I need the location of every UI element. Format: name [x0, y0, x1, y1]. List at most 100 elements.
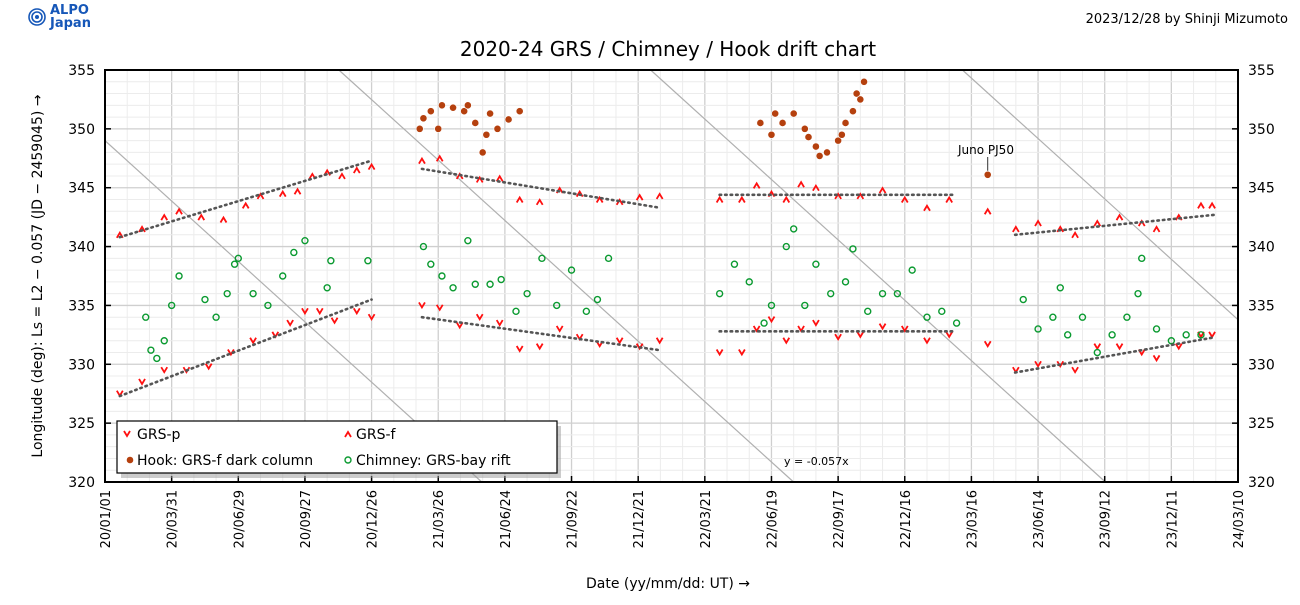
data-point [745, 278, 753, 286]
data-point [1063, 331, 1072, 339]
data-point [756, 119, 765, 127]
data-point [486, 109, 494, 118]
data-point [364, 256, 372, 265]
data-point [301, 236, 309, 245]
data-point [478, 148, 487, 157]
data-point [1115, 213, 1124, 221]
data-point [878, 323, 887, 331]
drift-line-label: y = -0.057x [784, 455, 849, 468]
data-point [471, 119, 480, 127]
data-point [515, 195, 524, 203]
data-point [455, 321, 464, 330]
data-point [323, 284, 331, 292]
data-point [1078, 313, 1087, 321]
data-point [1152, 225, 1161, 233]
data-point [482, 130, 491, 139]
data-point [1034, 325, 1042, 333]
data-point [804, 133, 813, 141]
data-point [923, 337, 931, 345]
y-tick-label: 320 [68, 475, 95, 491]
x-tick-label: 23/12/11 [1165, 490, 1180, 548]
trend-line [420, 315, 661, 352]
data-point [1019, 295, 1027, 304]
data-point [856, 95, 865, 104]
data-point [837, 130, 846, 139]
x-tick-label: 20/03/31 [166, 490, 181, 548]
data-point [789, 109, 798, 118]
data-point [1152, 354, 1161, 363]
data-point [212, 313, 220, 321]
data-point [782, 242, 790, 251]
axes: 20/01/01 20/03/31 20/06/29 20/09/27 20/12/26… [68, 63, 1274, 548]
data-point [1093, 348, 1102, 357]
data-point [138, 378, 146, 386]
data-point [160, 366, 169, 374]
y-tick-label-right: 355 [1248, 63, 1275, 79]
data-point [856, 192, 865, 200]
data-point [415, 124, 424, 133]
data-point [493, 124, 502, 133]
data-point [878, 289, 887, 298]
y-tick-label-right: 350 [1248, 122, 1275, 138]
data-point [486, 280, 494, 288]
data-point [823, 148, 831, 157]
y-tick-label: 325 [68, 416, 95, 432]
data-point [515, 107, 524, 116]
data-point [1071, 366, 1079, 374]
data-point [256, 192, 265, 200]
y-tick-label-right: 340 [1248, 240, 1275, 256]
data-point [367, 313, 376, 321]
data-point [1182, 331, 1190, 339]
data-point [952, 319, 961, 327]
logo-text-2: Japan [50, 16, 91, 31]
data-point [153, 354, 161, 363]
data-point [841, 119, 850, 127]
data-point [167, 301, 176, 310]
data-point [1093, 343, 1102, 351]
data-point [1108, 331, 1116, 339]
data-point [330, 317, 339, 325]
data-point [160, 337, 168, 345]
data-point [1167, 337, 1176, 345]
data-point [418, 301, 426, 310]
data-point [635, 193, 644, 201]
data-point [893, 289, 902, 298]
drift-line [650, 69, 1106, 483]
legend-label-grs-p: GRS-p [137, 427, 181, 443]
data-point [945, 331, 953, 339]
data-point [438, 101, 446, 110]
data-point [471, 280, 479, 288]
y-tick-label: 330 [68, 357, 95, 373]
data-point [175, 272, 183, 280]
data-point [849, 107, 857, 116]
legend-label-chimney: Chimney: GRS-bay rift [356, 453, 511, 469]
plot-frame [104, 69, 1239, 483]
data-point [464, 236, 472, 245]
y-tick-label-right: 320 [1248, 475, 1275, 491]
data-point [983, 340, 992, 349]
data-point [147, 346, 155, 354]
data-point [834, 333, 842, 341]
data-point [1012, 225, 1020, 233]
y-tick-label: 340 [68, 240, 95, 256]
data-point [249, 289, 257, 298]
x-axis-label: Date (yy/mm/dd: UT) → [586, 576, 750, 592]
data-point [782, 337, 791, 345]
data-point [730, 260, 739, 268]
data-point [615, 337, 624, 345]
data-point [475, 175, 484, 183]
logo-rings-icon [28, 8, 46, 26]
data-point [427, 260, 435, 268]
data-point [1134, 289, 1142, 298]
y-tick-label: 350 [68, 122, 95, 138]
data-point [900, 325, 909, 333]
data-point [800, 124, 809, 133]
trend-line [420, 167, 661, 210]
data-point [504, 115, 513, 124]
data-point [449, 103, 457, 112]
data-marks [116, 77, 1216, 398]
data-point [460, 107, 469, 116]
data-point [715, 349, 724, 357]
x-tick-label: 22/12/16 [899, 490, 914, 548]
data-point [1138, 254, 1146, 263]
